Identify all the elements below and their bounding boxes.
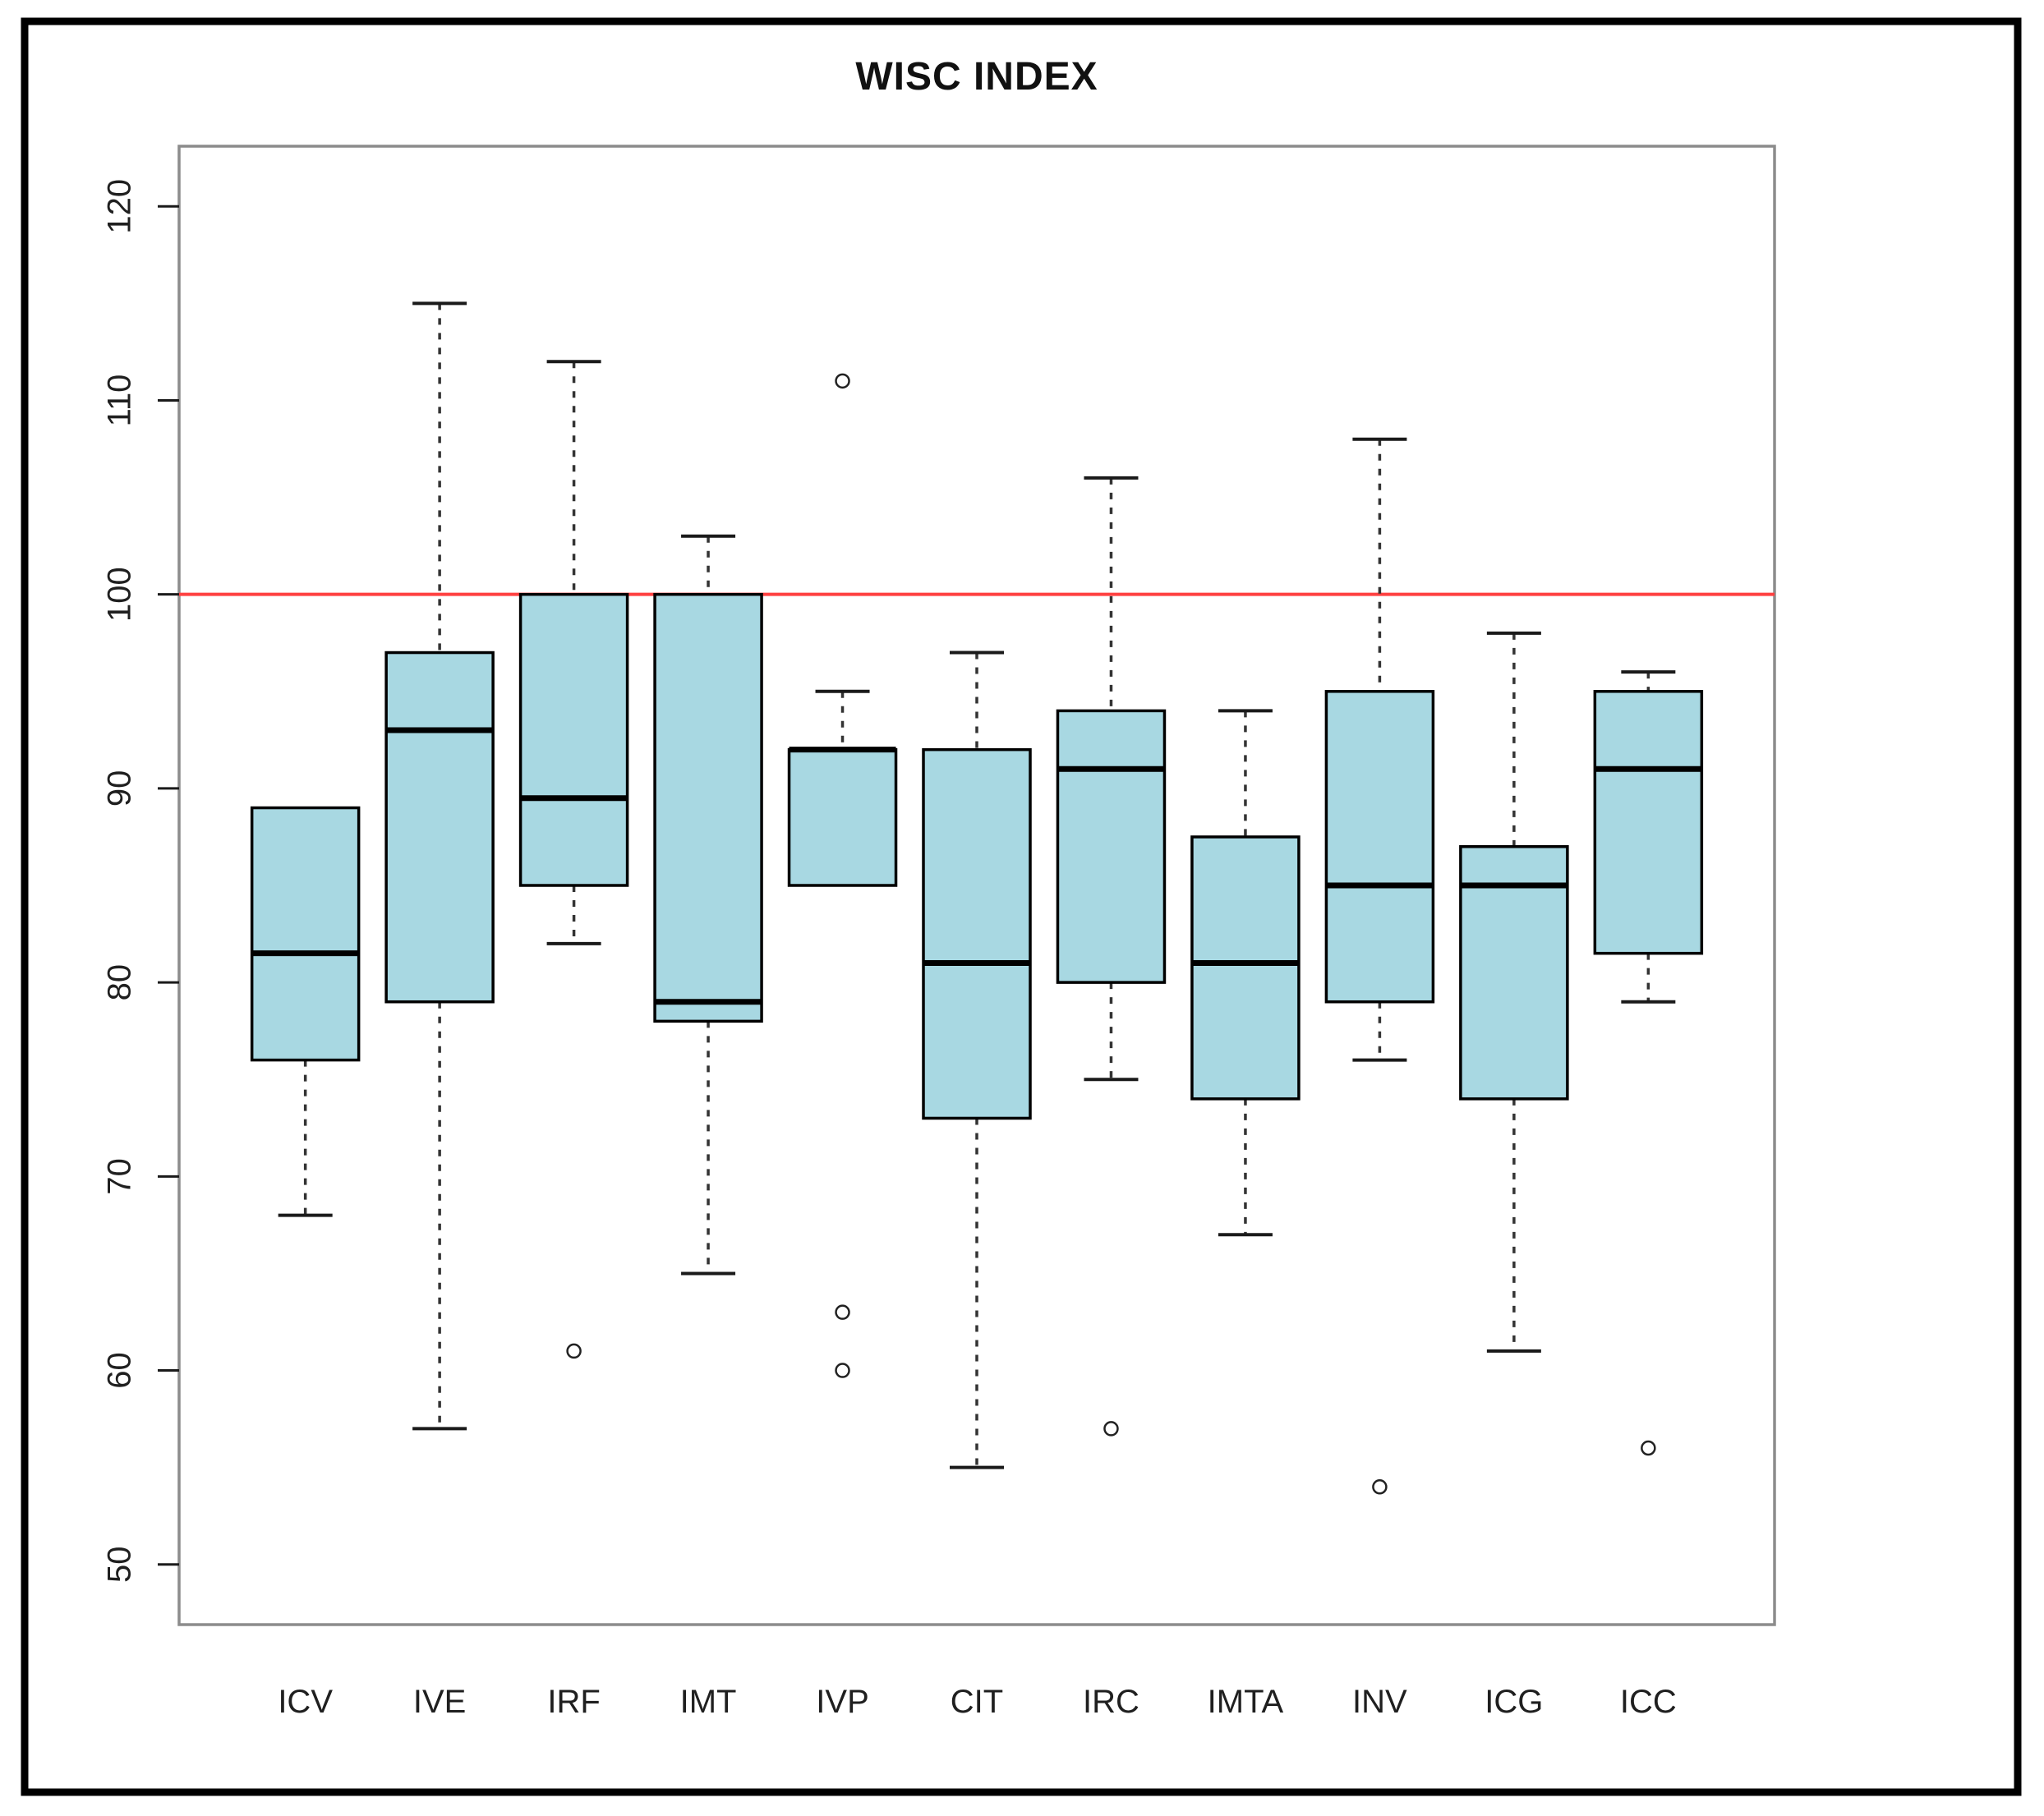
x-label-IMT: IMT bbox=[680, 1684, 737, 1720]
x-label-IVE: IVE bbox=[413, 1684, 466, 1720]
x-label-ICC: ICC bbox=[1620, 1684, 1677, 1720]
x-label-ICV: ICV bbox=[278, 1684, 333, 1720]
y-tick-label-110: 110 bbox=[102, 375, 138, 427]
boxplot-IMT bbox=[653, 534, 763, 1276]
boxplot-INV bbox=[1324, 437, 1435, 1495]
outlier-point bbox=[1372, 1479, 1388, 1495]
iqr-box bbox=[384, 651, 495, 1004]
outlier-point bbox=[835, 1363, 850, 1378]
boxplot-IVP bbox=[787, 373, 898, 1378]
plot-frame bbox=[177, 145, 1776, 1626]
boxplot-ICC bbox=[1593, 670, 1704, 1456]
iqr-box bbox=[1593, 690, 1704, 955]
y-tick-label-90: 90 bbox=[102, 770, 138, 807]
boxplot-CIT bbox=[922, 651, 1032, 1469]
y-axis: 50 60 70 80 90 100 110 120 bbox=[102, 179, 179, 1583]
y-tick-label-80: 80 bbox=[102, 964, 138, 1001]
x-label-INV: INV bbox=[1352, 1684, 1407, 1720]
iqr-box bbox=[787, 747, 898, 887]
y-tick-label-60: 60 bbox=[102, 1352, 138, 1389]
outlier-point bbox=[1641, 1440, 1656, 1456]
y-tick-label-50: 50 bbox=[102, 1547, 138, 1584]
iqr-box bbox=[1459, 845, 1569, 1101]
iqr-box bbox=[653, 592, 763, 1023]
x-label-IVP: IVP bbox=[816, 1684, 868, 1720]
boxplot-ICV bbox=[250, 806, 361, 1217]
y-tick-label-100: 100 bbox=[102, 567, 138, 622]
iqr-box bbox=[1324, 690, 1435, 1004]
iqr-box bbox=[922, 747, 1032, 1120]
boxplot-IRC bbox=[1056, 476, 1167, 1437]
x-label-IRC: IRC bbox=[1083, 1684, 1139, 1720]
outlier-point bbox=[1103, 1421, 1119, 1437]
y-tick-label-70: 70 bbox=[102, 1158, 138, 1195]
x-label-IMTA: IMTA bbox=[1208, 1684, 1284, 1720]
boxplot-IMTA bbox=[1190, 709, 1301, 1237]
iqr-box bbox=[250, 806, 361, 1062]
outlier-point bbox=[566, 1343, 582, 1359]
outlier-point bbox=[835, 1304, 850, 1320]
figure-border bbox=[21, 17, 2022, 1796]
x-label-ICG: ICG bbox=[1485, 1684, 1543, 1720]
iqr-box bbox=[1190, 835, 1301, 1101]
outlier-point bbox=[835, 373, 850, 389]
y-tick-label-120: 120 bbox=[102, 179, 138, 234]
boxplot-IRF bbox=[518, 360, 629, 1359]
boxplot-IVE bbox=[384, 301, 495, 1431]
boxplot-ICG bbox=[1459, 631, 1569, 1353]
x-label-IRF: IRF bbox=[547, 1684, 600, 1720]
iqr-box bbox=[518, 592, 629, 887]
chart-title: WISC INDEX bbox=[855, 55, 1098, 99]
iqr-box bbox=[1056, 709, 1167, 984]
x-label-CIT: CIT bbox=[951, 1684, 1003, 1720]
